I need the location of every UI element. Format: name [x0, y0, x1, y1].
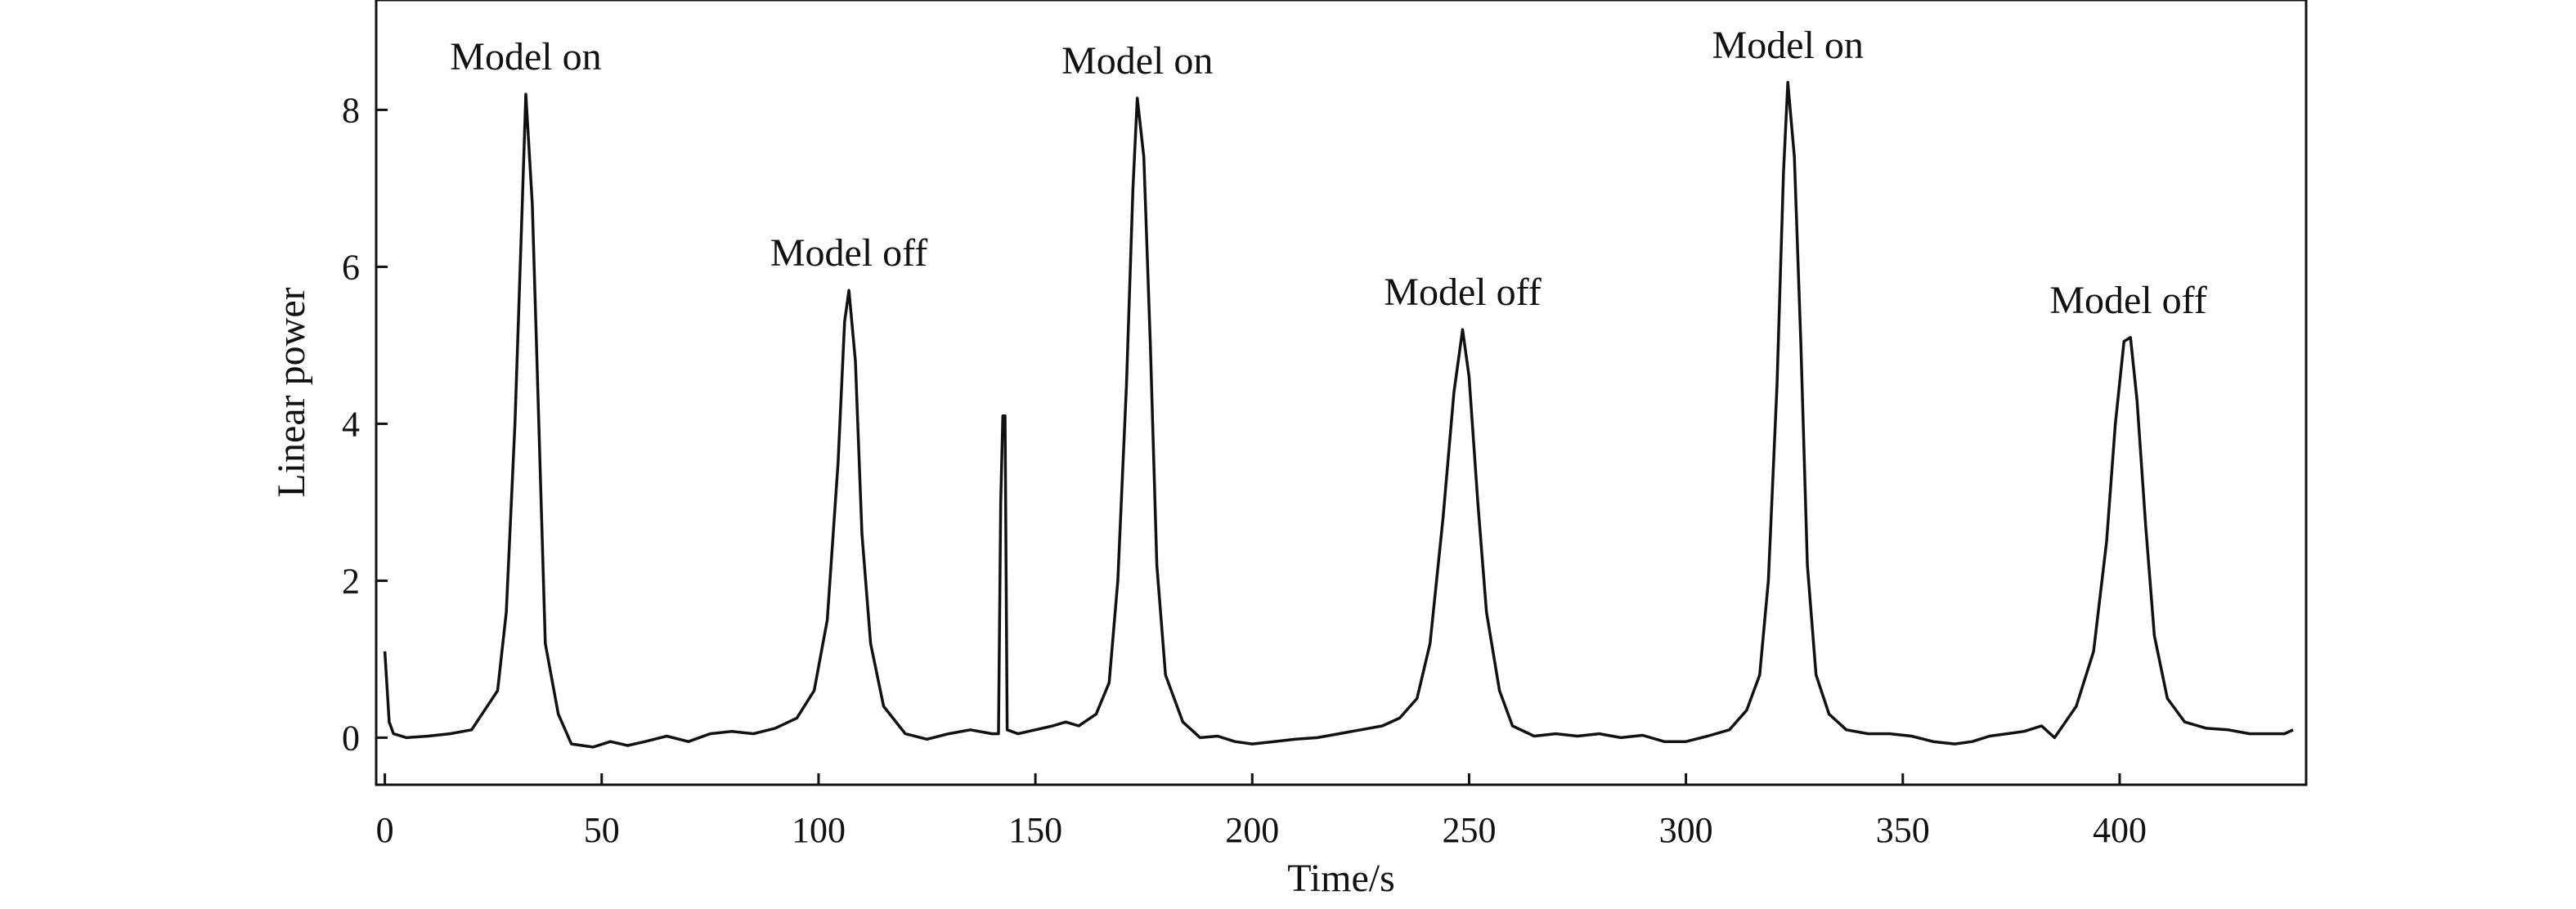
series-line: [383, 81, 2294, 749]
annotation-layer: Model on Model off Model on Model off Model …: [450, 24, 2206, 322]
peak-annotation: Model off: [1384, 271, 1541, 314]
x-tick-label: 400: [2093, 810, 2147, 850]
y-axis-title: Linear power: [270, 287, 313, 497]
axis-ticks: 0 50 100 150 200 250 300 350 400 0 2 4 6 8: [342, 90, 2147, 850]
x-tick-label: 100: [792, 810, 846, 850]
x-tick-label: 200: [1225, 810, 1279, 850]
peak-annotation: Model on: [1712, 24, 1864, 67]
peak-annotation: Model on: [450, 35, 601, 78]
x-axis-title: Time/s: [1287, 857, 1395, 900]
series-layer: [383, 81, 2294, 749]
peak-annotation: Model off: [2049, 279, 2206, 322]
x-tick-label: 350: [1876, 810, 1930, 850]
y-tick-label: 6: [342, 247, 360, 287]
y-tick-label: 4: [342, 404, 360, 444]
y-tick-label: 8: [342, 90, 360, 130]
peak-annotation: Model on: [1061, 39, 1213, 83]
y-tick-label: 2: [342, 561, 360, 601]
x-tick-label: 0: [376, 810, 394, 850]
plot-frame: [375, 0, 2308, 786]
y-tick-label: 0: [342, 718, 360, 758]
x-tick-label: 250: [1442, 810, 1496, 850]
x-tick-label: 150: [1008, 810, 1062, 850]
peak-annotation: Model off: [770, 231, 927, 275]
x-tick-label: 300: [1659, 810, 1713, 850]
x-tick-label: 50: [584, 810, 620, 850]
